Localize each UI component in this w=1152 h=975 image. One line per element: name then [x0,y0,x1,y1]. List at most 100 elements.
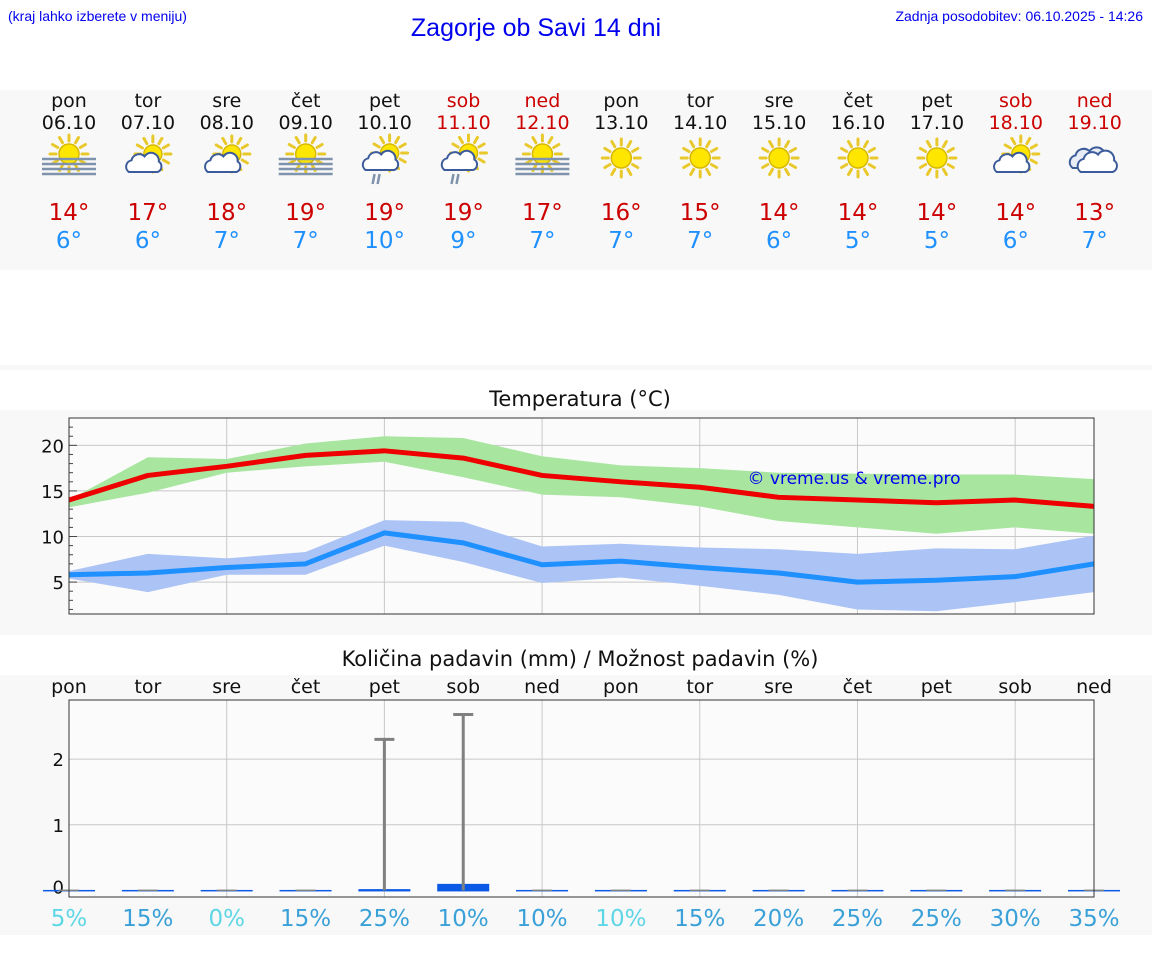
precip-chart-title: Količina padavin (mm) / Možnost padavin … [341,647,819,671]
y-tick-label: 15 [41,482,64,503]
max-temp: 13° [1074,200,1115,226]
y-tick-label: 10 [41,528,64,549]
precip-probability: 20% [753,906,804,932]
min-temp: 6° [135,228,161,254]
last-updated: Zadnja posodobitev: 06.10.2025 - 14:26 [895,8,1143,24]
precip-day-label: tor [686,676,713,698]
precip-probability: 25% [832,906,883,932]
day-date: 08.10 [200,112,254,134]
precip-day-label: ned [1076,676,1112,698]
min-temp: 6° [56,228,82,254]
precip-probability: 25% [911,906,962,932]
y-tick-label: 0 [53,877,64,898]
sun-icon [837,137,879,179]
day-name: pon [51,90,87,112]
max-temp: 19° [285,200,326,226]
precip-day-label: sre [212,676,241,698]
precip-day-label: čet [291,676,321,698]
day-name: sre [765,90,794,112]
precip-day-label: pon [51,676,87,698]
min-temp-range [69,520,1094,612]
day-name: ned [525,90,561,112]
day-name: sob [999,90,1033,112]
precip-probability: 35% [1068,906,1119,932]
y-tick-label: 20 [41,436,64,457]
day-date: 10.10 [357,112,411,134]
day-name: čet [843,90,873,112]
location-menu-hint[interactable]: (kraj lahko izberete v meniju) [8,8,187,24]
precip-probability: 10% [517,906,568,932]
precip-day-label: pon [603,676,639,698]
y-tick-label: 2 [53,750,64,771]
max-temp: 14° [49,200,90,226]
min-temp: 7° [214,228,240,254]
precip-probability: 5% [51,906,88,932]
day-name: tor [134,90,161,112]
day-date: 13.10 [594,112,648,134]
precip-day-label: pet [921,676,952,698]
precip-probability: 10% [438,906,489,932]
day-name: pet [921,90,952,112]
day-date: 19.10 [1067,112,1121,134]
min-temp: 7° [608,228,634,254]
plot-area [69,700,1094,897]
max-temp: 17° [128,200,169,226]
max-temp: 19° [443,200,484,226]
precip-day-label: sre [764,676,793,698]
min-temp: 7° [1082,228,1108,254]
day-date: 07.10 [121,112,175,134]
day-name: pet [369,90,400,112]
max-temp-line [68,448,1095,509]
min-temp: 10° [364,228,405,254]
min-temp: 5° [924,228,950,254]
day-date: 09.10 [278,112,332,134]
partly-cloudy-icon [125,134,173,174]
max-temp: 14° [995,200,1036,226]
min-temp: 7° [687,228,713,254]
max-temp: 14° [838,200,879,226]
day-name: tor [687,90,714,112]
separator-band [0,365,1152,370]
max-temp: 17° [522,200,563,226]
sun-icon [679,137,721,179]
day-name: ned [1077,90,1113,112]
precip-probability: 15% [280,906,331,932]
min-temp: 7° [293,228,319,254]
forecast-band [0,90,1152,270]
precip-probability: 15% [122,906,173,932]
sun-cloud-rain-icon [440,133,488,185]
day-date: 18.10 [989,112,1043,134]
day-date: 15.10 [752,112,806,134]
fog-sun-icon [42,133,96,176]
min-temp: 7° [529,228,555,254]
temperature-chart-title: Temperatura (°C) [489,387,671,411]
precip-probability: 0% [208,906,245,932]
precip-chart: pon tor sre čet pet sob ned pon tor sre čet pet sob n… [43,676,1120,932]
plot-frame [68,699,1095,898]
precip-probability: 15% [674,906,725,932]
fog-sun-icon [515,133,570,176]
max-temp: 16° [601,200,642,226]
max-temp-range [69,436,1094,534]
min-temp: 9° [450,228,476,254]
day-date: 12.10 [515,112,569,134]
cloudy-icon [1068,146,1118,173]
sun-icon [600,137,642,179]
day-date: 06.10 [42,112,96,134]
precip-day-label: sob [446,676,480,698]
day-name: sob [447,90,481,112]
day-date: 11.10 [436,112,490,134]
partly-cloudy-icon [204,134,252,174]
